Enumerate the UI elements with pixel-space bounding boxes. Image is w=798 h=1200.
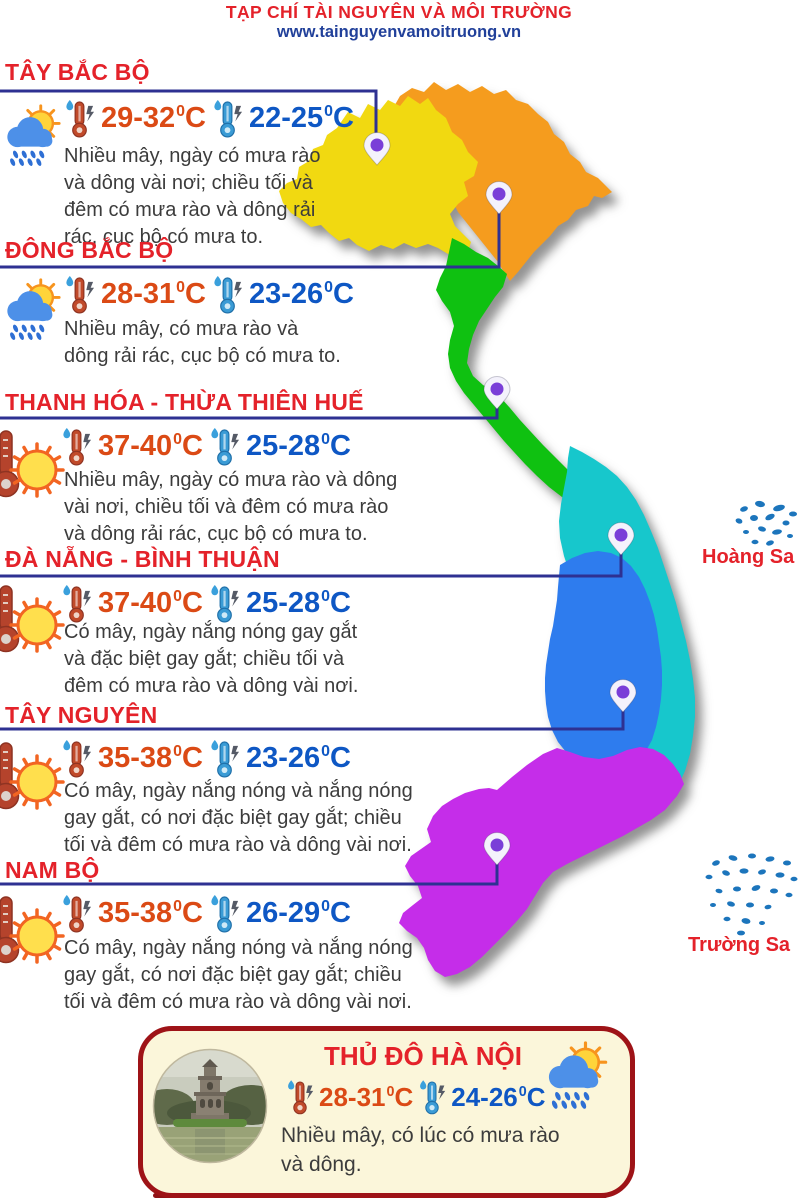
hot-thermometer-icon [62, 426, 92, 466]
sun-behind-rain-cloud-icon [5, 104, 61, 168]
temp-high: 37-400C [98, 429, 203, 462]
thermometer-sun-icon [0, 741, 65, 811]
cold-thermometer-icon [419, 1079, 446, 1115]
region-title-tay-bac-bo: TÂY BẮC BỘ [5, 59, 150, 85]
cold-thermometer-icon [210, 583, 240, 623]
hanoi-card: THỦ ĐÔ HÀ NỘI 28-310C 24-260C Nhiều mây,… [138, 1026, 635, 1198]
hot-thermometer-icon [62, 893, 92, 933]
region-description: Nhiều mây, có mưa rào và dông rải rác, c… [64, 318, 341, 367]
temp-row-da-nang-binh-thuan: 37-400C 25-280C [60, 581, 351, 625]
temp-high: 35-380C [98, 896, 203, 929]
thermometer-sun-icon [0, 429, 65, 499]
truong-sa-label: Trường Sa [688, 934, 791, 956]
truong-sa-islands [705, 853, 798, 936]
temp-high: 29-320C [101, 101, 206, 134]
temp-low: 22-250C [249, 101, 354, 134]
hanoi-temp-row: 28-310C 24-260C [285, 1077, 545, 1117]
hanoi-card-title: THỦ ĐÔ HÀ NỘI [324, 1041, 522, 1071]
sun-behind-rain-cloud-icon [5, 278, 61, 342]
connector-dong-bac-bo [0, 203, 501, 269]
hot-thermometer-icon [65, 98, 95, 138]
cold-thermometer-icon [213, 274, 243, 314]
temp-row-tay-bac-bo: 29-320C 22-250C [63, 96, 354, 140]
hoang-sa-islands [735, 500, 797, 546]
magazine-title: TẠP CHÍ TÀI NGUYÊN VÀ MÔI TRƯỜNG [225, 2, 573, 22]
region-title-tay-nguyen: TÂY NGUYÊN [5, 702, 158, 728]
region-description: Có mây, ngày nắng nóng và nắng nóng gay … [64, 780, 413, 856]
region-title-thanh-hoa-hue: THANH HÓA - THỪA THIÊN HUẾ [5, 389, 364, 415]
temp-row-dong-bac-bo: 28-310C 23-260C [63, 272, 354, 316]
hot-thermometer-icon [62, 583, 92, 623]
hot-thermometer-icon [62, 738, 92, 778]
cold-thermometer-icon [210, 426, 240, 466]
thermometer-sun-icon [0, 895, 65, 965]
hot-thermometer-icon [65, 274, 95, 314]
thermometer-sun-icon [0, 584, 65, 654]
cold-thermometer-icon [213, 98, 243, 138]
temp-low: 26-290C [246, 896, 351, 929]
region-description: Nhiều mây, ngày có mưa rào và dông vài n… [64, 469, 398, 545]
map-region-tay-bac-bo [279, 96, 478, 258]
region-description: Có mây, ngày nắng nóng và nắng nóng gay … [64, 937, 413, 1013]
temp-row-tay-nguyen: 35-380C 23-260C [60, 736, 351, 780]
temp-low: 23-260C [246, 741, 351, 774]
hot-thermometer-icon [287, 1079, 314, 1115]
temp-low: 25-280C [246, 429, 351, 462]
region-description: Có mây, ngày nắng nóng gay gắt và đặc bi… [64, 621, 359, 697]
region-title-dong-bac-bo: ĐÔNG BẮC BỘ [5, 237, 174, 263]
temp-high: 28-310C [101, 277, 206, 310]
cold-thermometer-icon [210, 893, 240, 933]
region-title-da-nang-binh-thuan: ĐÀ NẴNG - BÌNH THUẬN [5, 546, 280, 572]
temp-low: 25-280C [246, 586, 351, 619]
temp-high: 28-310C [319, 1081, 414, 1112]
temp-high: 35-380C [98, 741, 203, 774]
region-description: Nhiều mây, ngày có mưa rào và dông vài n… [64, 145, 321, 248]
region-title-nam-bo: NAM BỘ [5, 857, 100, 883]
sun-behind-rain-cloud-icon [547, 1041, 608, 1111]
temp-high: 37-400C [98, 586, 203, 619]
map-region-thanh-hoa-hue [436, 238, 617, 517]
temp-row-nam-bo: 35-380C 26-290C [60, 891, 351, 935]
map-region-tay-nguyen [545, 551, 662, 767]
hanoi-photo-turtle-tower [152, 1048, 268, 1164]
temp-low: 24-260C [451, 1081, 546, 1112]
website-url: www.tainguyenvamoitruong.vn [276, 23, 522, 41]
map-region-nam-bo [399, 747, 684, 977]
cold-thermometer-icon [210, 738, 240, 778]
temp-low: 23-260C [249, 277, 354, 310]
hanoi-description: Nhiều mây, có lúc có mưa rào và dông. [281, 1124, 560, 1176]
hoang-sa-label: Hoàng Sa [702, 546, 795, 568]
temp-row-thanh-hoa-hue: 37-400C 25-280C [60, 424, 351, 468]
connector-tay-bac-bo [0, 89, 378, 141]
